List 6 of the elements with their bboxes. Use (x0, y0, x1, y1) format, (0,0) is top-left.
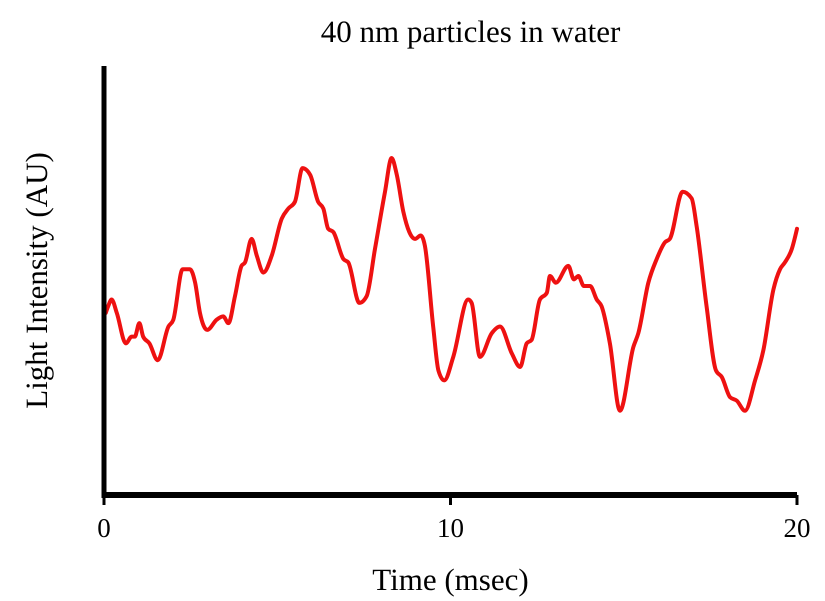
y-axis-title: Light Intensity (AU) (19, 152, 54, 409)
x-axis-title: Time (msec) (372, 562, 529, 597)
x-tick-label: 20 (784, 513, 810, 543)
x-tick-label: 0 (97, 513, 111, 543)
x-tick-label: 10 (437, 513, 464, 543)
chart-title: 40 nm particles in water (320, 14, 621, 49)
